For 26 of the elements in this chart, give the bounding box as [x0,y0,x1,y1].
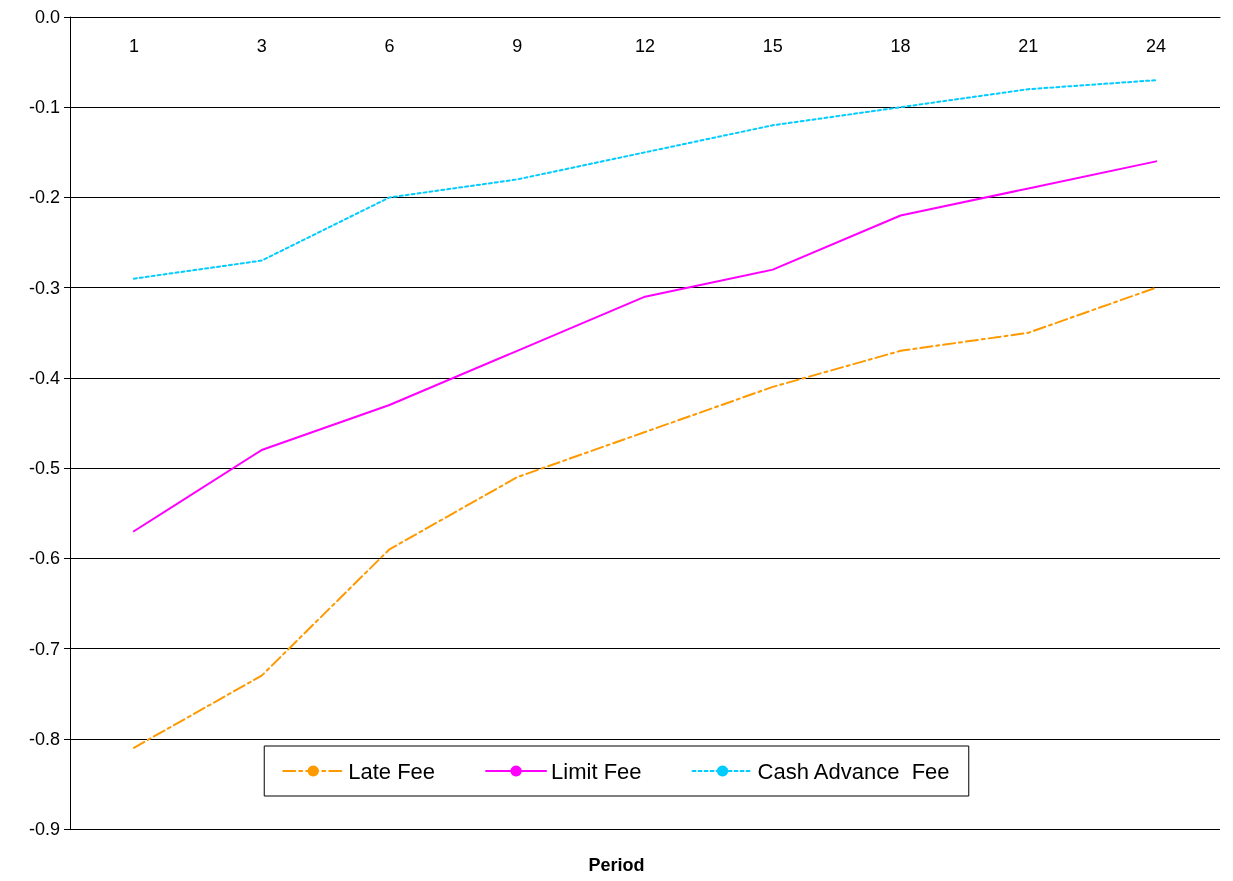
x-tick-label: 6 [384,36,395,56]
legend-label: Cash Advance Fee [757,758,950,784]
y-tick-label: -0.6 [28,548,60,569]
line-series [132,286,1158,749]
x-tick-label: 24 [1146,36,1167,56]
y-tick-label: -0.3 [28,277,60,298]
y-tick-label: -0.4 [28,367,60,388]
y-tick-label: -0.9 [28,819,60,839]
x-tick-label: 1 [128,36,139,56]
y-tick-label: 0.0 [34,7,60,27]
legend-label: Late Fee [348,758,436,784]
y-tick-label: -0.7 [28,638,60,659]
x-tick-label: 18 [890,36,911,56]
x-axis-title: Period [588,855,645,875]
x-tick-label: 15 [762,36,783,56]
x-tick-label: 12 [634,36,656,56]
y-tick-label: -0.1 [28,97,60,118]
y-tick-label: -0.8 [28,728,60,749]
x-tick-label: 3 [256,36,267,56]
y-tick-label: -0.2 [28,187,60,208]
legend-label: Limit Fee [551,758,642,784]
line-series [132,79,1158,280]
y-tick-label: -0.5 [28,458,60,479]
x-tick-label: 21 [1018,36,1039,56]
x-tick-label: 9 [512,36,523,56]
line-series [132,160,1158,533]
